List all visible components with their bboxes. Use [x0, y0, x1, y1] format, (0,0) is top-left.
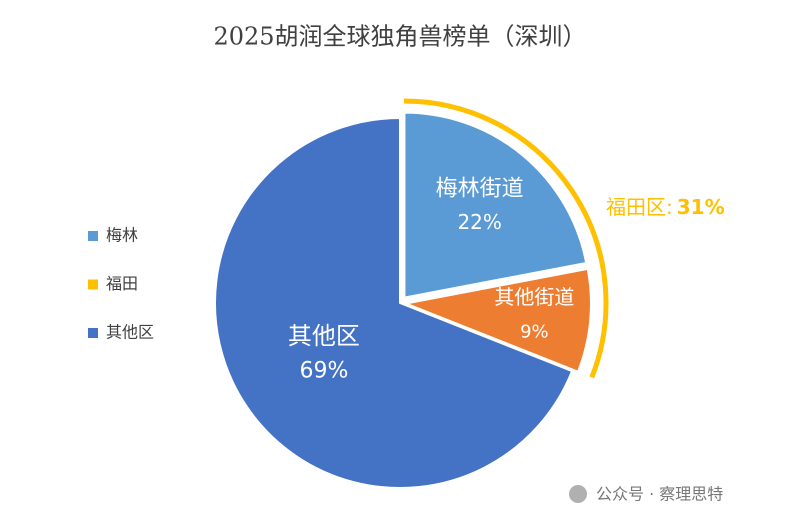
annotation: 福田区: 31% — [606, 195, 725, 219]
legend-swatch — [88, 231, 98, 241]
legend-swatch — [88, 328, 98, 338]
legend-swatch — [88, 279, 98, 290]
value-label: 9% — [520, 322, 549, 343]
legend-label: 福田 — [106, 274, 138, 293]
value-label: 22% — [457, 210, 501, 234]
pie-slice — [214, 116, 574, 489]
pie-slice — [403, 111, 588, 299]
watermark-text: 公众号 · 察理思特 — [596, 485, 723, 504]
watermark: 公众号 · 察理思特 — [569, 485, 723, 504]
annotation-arc — [403, 98, 609, 379]
value-label: 69% — [299, 359, 348, 384]
legend-label: 其他区 — [106, 323, 154, 342]
annotation-value: 31% — [677, 195, 725, 219]
annotation-label: 福田区: — [606, 195, 673, 219]
chart-title: 2025胡润全球独角兽榜单（深圳） — [213, 23, 586, 51]
pie-slice — [402, 267, 592, 373]
slice-label: 梅林街道 — [436, 177, 524, 202]
watermark-icon — [569, 485, 587, 503]
legend-label: 梅林 — [106, 226, 138, 245]
slice-label: 其他街道 — [494, 285, 574, 309]
slice-label: 其他区 — [288, 322, 360, 350]
